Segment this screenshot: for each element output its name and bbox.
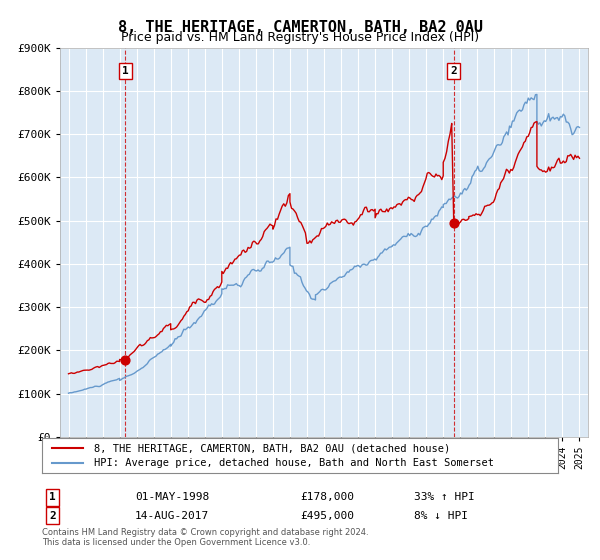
Text: 1: 1 (49, 492, 56, 502)
Point (121, 356, 130, 365)
Point (449, 218, 458, 227)
Text: 8, THE HERITAGE, CAMERTON, BATH, BA2 0AU: 8, THE HERITAGE, CAMERTON, BATH, BA2 0AU (118, 20, 482, 35)
Text: 2: 2 (49, 511, 56, 521)
Text: 8% ↓ HPI: 8% ↓ HPI (413, 511, 467, 521)
Text: 2: 2 (451, 66, 457, 76)
Text: £178,000: £178,000 (300, 492, 354, 502)
Text: 01-MAY-1998: 01-MAY-1998 (135, 492, 209, 502)
Text: 14-AUG-2017: 14-AUG-2017 (135, 511, 209, 521)
Text: 8, THE HERITAGE, CAMERTON, BATH, BA2 0AU (detached house): 8, THE HERITAGE, CAMERTON, BATH, BA2 0AU… (94, 443, 450, 453)
Text: Contains HM Land Registry data © Crown copyright and database right 2024.
This d: Contains HM Land Registry data © Crown c… (42, 528, 368, 547)
Text: 1: 1 (122, 66, 128, 76)
Text: HPI: Average price, detached house, Bath and North East Somerset: HPI: Average price, detached house, Bath… (94, 459, 494, 469)
Text: 33% ↑ HPI: 33% ↑ HPI (413, 492, 474, 502)
Text: £495,000: £495,000 (300, 511, 354, 521)
Text: Price paid vs. HM Land Registry's House Price Index (HPI): Price paid vs. HM Land Registry's House … (121, 31, 479, 44)
